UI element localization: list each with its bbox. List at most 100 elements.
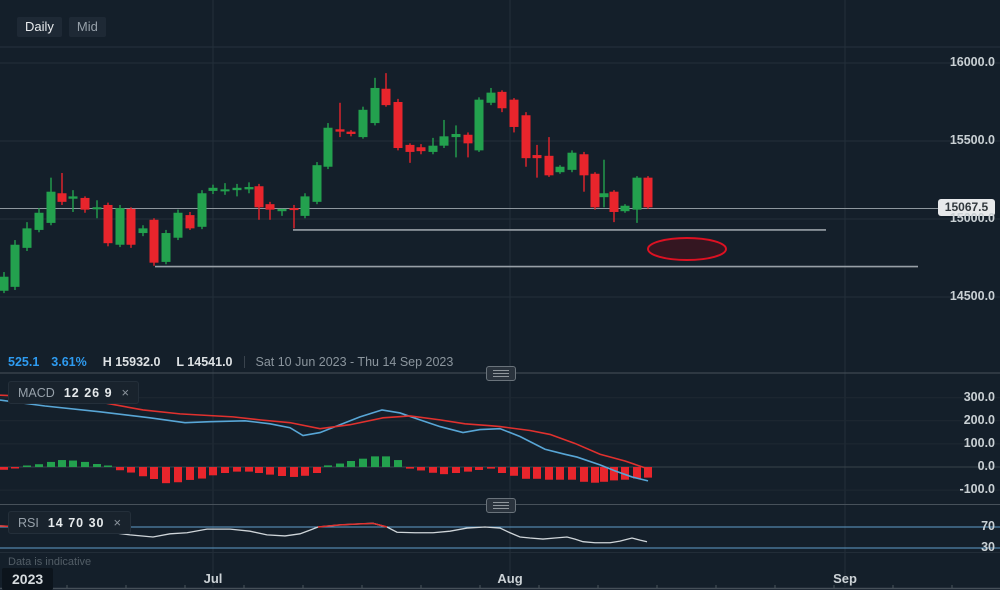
candle-body — [103, 204, 113, 244]
candle-body — [370, 87, 380, 124]
candle-body — [300, 196, 310, 216]
candle-body — [34, 212, 44, 230]
macd-histogram-bar — [464, 467, 472, 472]
macd-histogram-bar — [324, 465, 332, 467]
macd-axis-label: 300.0 — [963, 389, 995, 404]
macd-axis-label: 200.0 — [963, 412, 995, 427]
macd-histogram-bar — [371, 456, 379, 467]
candle-body — [335, 129, 345, 132]
macd-histogram-bar — [591, 467, 599, 483]
macd-histogram-bar — [162, 467, 170, 484]
macd-histogram-bar — [47, 461, 55, 467]
macd-histogram-bar — [233, 467, 241, 472]
rsi-axis-label: 30 — [981, 540, 995, 554]
rsi-label: RSI — [18, 515, 39, 530]
macd-histogram-bar — [475, 467, 483, 471]
candle-body — [346, 131, 356, 134]
timeframe-daily-button[interactable]: Daily — [17, 17, 62, 37]
macd-histogram-bar — [522, 467, 530, 479]
candle-body — [0, 276, 9, 291]
candle-body — [463, 134, 473, 144]
macd-histogram-bar — [174, 467, 182, 483]
macd-axis-label: -100.0 — [959, 482, 995, 497]
candle-body — [609, 191, 619, 212]
candle-body — [22, 228, 32, 248]
macd-histogram-bar — [266, 467, 274, 475]
current-price-label: 15067.5 — [938, 199, 995, 216]
candle-body — [486, 92, 496, 103]
status-divider — [243, 355, 245, 368]
ellipse-annotation — [647, 237, 727, 261]
candle-body — [532, 155, 542, 159]
macd-histogram-bar — [69, 460, 77, 467]
candle-body — [289, 208, 299, 211]
macd-histogram-bar — [359, 458, 367, 467]
macd-histogram-bar — [600, 467, 608, 482]
panel-resize-handle-macd[interactable] — [486, 366, 516, 381]
panel-resize-handle-rsi[interactable] — [486, 498, 516, 513]
macd-histogram-bar — [336, 463, 344, 467]
macd-histogram-bar — [301, 467, 309, 476]
candle-body — [68, 196, 78, 199]
macd-axis-label: 0.0 — [977, 459, 995, 473]
macd-histogram-bar — [347, 460, 355, 467]
candle-body — [277, 208, 287, 212]
candle-body — [439, 136, 449, 146]
macd-histogram-bar — [278, 467, 286, 477]
rsi-indicator-pill[interactable]: RSI 14 70 30 × — [8, 511, 132, 534]
macd-histogram-bar — [255, 467, 263, 474]
data-indicative-note: Data is indicative — [8, 556, 92, 568]
candle-body — [57, 193, 67, 202]
timeframe-toolbar: Daily Mid — [17, 17, 106, 37]
macd-histogram-bar — [545, 467, 553, 480]
candle-body — [115, 208, 125, 245]
price-axis-label: 15500.0 — [949, 133, 995, 147]
macd-histogram-bar — [394, 460, 402, 467]
macd-histogram-bar — [533, 467, 541, 479]
candle-body — [521, 115, 531, 159]
instrument-status-bar: 525.1 3.61% H 15932.0 L 14541.0 Sat 10 J… — [8, 354, 453, 369]
x-axis-month-label: Jul — [203, 571, 223, 586]
macd-axis-label: 100.0 — [963, 435, 995, 450]
change-value: 525.1 — [8, 354, 40, 369]
macd-indicator-pill[interactable]: MACD 12 26 9 × — [8, 381, 140, 404]
candle-body — [312, 165, 322, 202]
macd-histogram-bar — [116, 467, 124, 471]
candle-body — [428, 145, 438, 152]
macd-histogram-bar — [11, 467, 19, 469]
macd-histogram-bar — [127, 467, 135, 473]
candle-body — [393, 102, 403, 149]
macd-histogram-bar — [290, 467, 298, 477]
macd-histogram-bar — [198, 467, 206, 479]
macd-histogram-bar — [510, 467, 518, 476]
macd-params: 12 26 9 — [63, 385, 113, 400]
rsi-params: 14 70 30 — [47, 515, 105, 530]
macd-histogram-bar — [633, 467, 641, 479]
macd-histogram-bar — [150, 467, 158, 480]
candle-body — [208, 187, 218, 191]
candle-body — [232, 187, 242, 191]
date-range: Sat 10 Jun 2023 - Thu 14 Sep 2023 — [255, 354, 454, 369]
period-low: L 14541.0 — [176, 354, 233, 369]
candle-body — [197, 193, 207, 227]
candle-body — [643, 177, 653, 208]
rsi-close-icon[interactable]: × — [113, 514, 122, 530]
candle-body — [265, 204, 275, 210]
macd-histogram-bar — [382, 456, 390, 467]
candle-body — [451, 133, 461, 138]
candle-body — [416, 147, 426, 152]
candle-body — [590, 173, 600, 208]
macd-close-icon[interactable]: × — [121, 384, 130, 400]
macd-histogram-bar — [35, 464, 43, 467]
candle-body — [358, 109, 368, 138]
macd-line — [0, 399, 649, 482]
macd-histogram-bar — [139, 467, 147, 477]
rsi-overbought-segment — [317, 522, 388, 528]
chart-type-mid-button[interactable]: Mid — [68, 17, 106, 37]
macd-histogram-bar — [0, 467, 8, 470]
candle-body — [220, 189, 230, 192]
candle-body — [555, 166, 565, 173]
macd-signal-line — [0, 394, 649, 470]
